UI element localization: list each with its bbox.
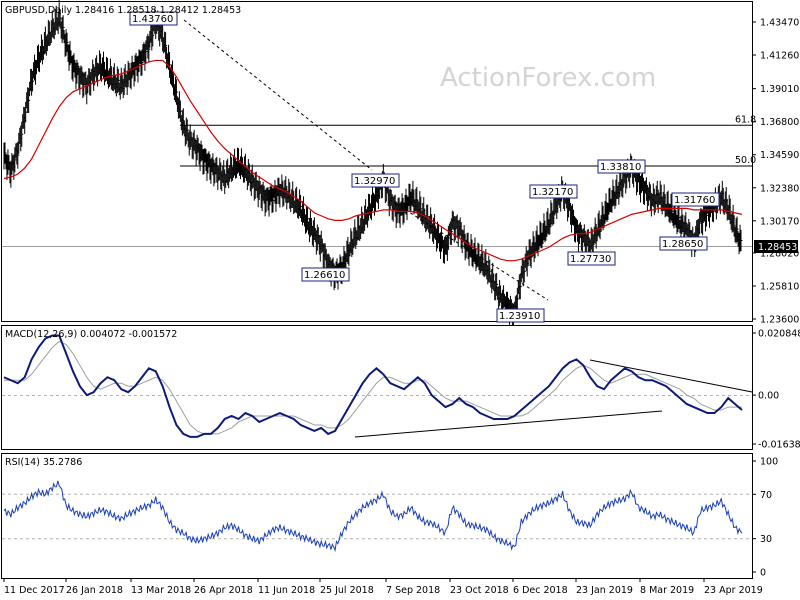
swing-label: 1.32170 (532, 187, 573, 198)
date-tick-label: 11 Dec 2017 (4, 585, 65, 596)
rsi-header: RSI(14) 35.2786 (5, 457, 82, 468)
rsi-tick-label: 100 (760, 457, 778, 468)
price-tick-label: 1.28020 (760, 248, 799, 259)
fib-label: 61.8 (735, 114, 756, 125)
rsi-line (3, 480, 743, 553)
price-tick-label: 1.34590 (760, 150, 799, 161)
price-tick-label: 1.43470 (760, 18, 799, 29)
watermark: ActionForex.com (440, 63, 656, 93)
macd-axis: 0.020848 0.00 -0.016389 (752, 329, 800, 451)
current-price-label: 1.28453 (758, 242, 797, 253)
macd-signal-line (4, 340, 742, 435)
macd-tick-label: -0.016389 (758, 440, 800, 451)
price-tick-label: 1.32380 (760, 183, 799, 194)
rsi-axis: 100 70 30 0 (752, 457, 778, 579)
swing-label-box (659, 236, 708, 251)
swing-label-box (496, 308, 545, 323)
rsi-series (2, 480, 752, 553)
swing-label-box (351, 173, 400, 188)
date-tick-label: 26 Jan 2018 (66, 585, 123, 596)
downtrend-line-price (183, 19, 373, 171)
rsi-panel-frame (1, 453, 753, 579)
downtrend-line-price-2 (389, 199, 549, 301)
date-tick-label: 7 Sep 2018 (386, 585, 440, 596)
swing-label: 1.28650 (662, 239, 703, 250)
macd-trend-upper (589, 359, 753, 393)
date-tick-label: 6 Dec 2018 (513, 585, 568, 596)
date-tick-label: 8 Mar 2019 (640, 585, 694, 596)
swing-labels: 1.43760 1.26610 1.32970 1.23910 1.27730 1.321… (129, 11, 720, 323)
fib-levels: 61.8 50.0 (180, 114, 756, 167)
price-series (3, 0, 743, 330)
trend-lines (183, 19, 549, 301)
macd-panel-frame (1, 325, 753, 450)
moving-average-line (3, 59, 743, 262)
current-price-marker (754, 240, 798, 253)
price-header: GBPUSD,Daily 1.28416 1.28518 1.28412 1.2… (5, 5, 241, 16)
macd-tick-label: 0.020848 (758, 329, 800, 340)
price-tick-label: 1.39010 (760, 84, 799, 95)
swing-label: 1.26610 (304, 270, 345, 281)
date-axis: 11 Dec 2017 26 Jan 2018 13 Mar 2018 26 Apr … (3, 578, 763, 596)
date-tick-label: 23 Jan 2019 (576, 585, 633, 596)
swing-label: 1.43760 (132, 14, 173, 25)
date-tick-label: 26 Apr 2018 (194, 585, 253, 596)
swing-label-box (567, 251, 616, 266)
date-tick-label: 13 Mar 2018 (131, 585, 191, 596)
swing-label: 1.23910 (499, 311, 540, 322)
swing-label-box (129, 11, 178, 26)
price-tick-label: 1.25810 (760, 281, 799, 292)
swing-label-box (301, 267, 350, 282)
swing-label: 1.27730 (570, 254, 611, 265)
date-tick-label: 23 Apr 2019 (704, 585, 763, 596)
swing-label: 1.31760 (674, 195, 715, 206)
macd-tick-label: 0.00 (758, 391, 779, 402)
date-tick-label: 11 Jun 2018 (258, 585, 315, 596)
price-tick-label: 1.41260 (760, 51, 799, 62)
macd-header: MACD(12,26,9) 0.004072 -0.001572 (5, 329, 177, 340)
rsi-tick-label: 0 (760, 568, 766, 579)
rsi-tick-label: 30 (760, 534, 772, 545)
swing-label: 1.32970 (354, 176, 395, 187)
macd-series (3, 334, 743, 438)
price-axis: 1.43470 1.41260 1.39010 1.36800 1.34590 1.323… (752, 18, 799, 326)
date-tick-label: 23 Oct 2018 (450, 585, 509, 596)
swing-label-box (529, 184, 578, 199)
price-tick-label: 1.30170 (760, 216, 799, 227)
price-tick-label: 1.36800 (760, 117, 799, 128)
rsi-tick-label: 70 (760, 490, 772, 501)
swing-label-box (597, 159, 646, 174)
swing-label: 1.33810 (600, 162, 641, 173)
date-tick-label: 25 Jul 2018 (320, 585, 374, 596)
swing-label-box (671, 192, 720, 207)
fib-label: 50.0 (735, 155, 756, 166)
price-tick-label: 1.23600 (760, 315, 799, 326)
macd-line (3, 334, 743, 438)
macd-trend-lower (354, 410, 663, 438)
